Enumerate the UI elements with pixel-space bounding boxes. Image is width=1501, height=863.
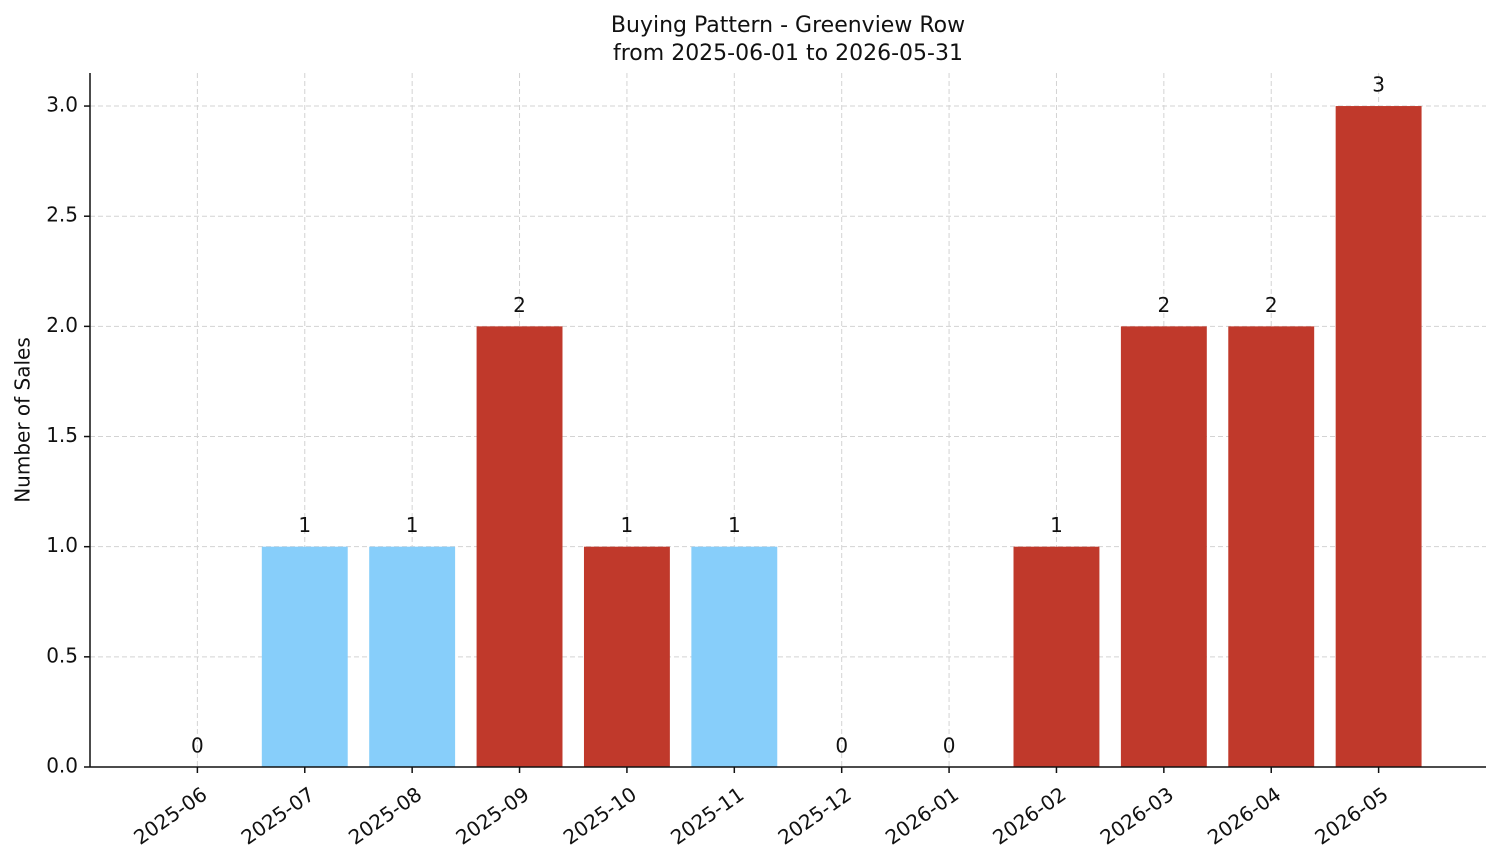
y-tick-label: 1.0 xyxy=(46,533,78,557)
chart-subtitle: from 2025-06-01 to 2026-05-31 xyxy=(613,41,963,66)
data-label: 3 xyxy=(1372,73,1385,97)
bar xyxy=(476,326,563,767)
bar xyxy=(1335,106,1422,768)
bar xyxy=(691,546,778,767)
bar xyxy=(369,546,456,767)
x-tick-label: 2026-02 xyxy=(988,782,1070,850)
data-label: 0 xyxy=(191,734,204,758)
y-tick-label: 2.5 xyxy=(46,203,78,227)
y-tick-label: 0.5 xyxy=(46,643,78,667)
bar xyxy=(1228,326,1315,767)
x-tick-label: 2025-09 xyxy=(451,782,533,850)
bar xyxy=(1120,326,1207,767)
y-axis-label: Number of Sales xyxy=(11,337,35,503)
bar xyxy=(1013,546,1100,767)
y-tick-label: 2.0 xyxy=(46,313,78,337)
bar xyxy=(261,546,348,767)
x-tick-label: 2026-01 xyxy=(881,782,963,850)
data-label: 1 xyxy=(728,513,741,537)
data-label: 0 xyxy=(943,734,956,758)
x-tick-label: 2025-08 xyxy=(344,782,426,850)
x-tick-label: 2025-07 xyxy=(237,782,319,850)
data-label: 0 xyxy=(835,734,848,758)
x-tick-label: 2025-11 xyxy=(666,782,748,850)
chart-title: Buying Pattern - Greenview Row xyxy=(611,13,965,38)
data-label: 1 xyxy=(621,513,634,537)
x-tick-label: 2025-06 xyxy=(129,782,211,850)
x-tick-label: 2026-05 xyxy=(1310,782,1392,850)
data-label: 1 xyxy=(1050,513,1063,537)
x-tick-label: 2025-12 xyxy=(773,782,855,850)
y-tick-label: 0.0 xyxy=(46,754,78,778)
data-label: 2 xyxy=(1157,293,1170,317)
data-label: 2 xyxy=(513,293,526,317)
x-tick-label: 2025-10 xyxy=(559,782,641,850)
data-label: 2 xyxy=(1265,293,1278,317)
data-label: 1 xyxy=(406,513,419,537)
x-tick-label: 2026-04 xyxy=(1203,782,1285,850)
bar xyxy=(583,546,670,767)
x-tick-label: 2026-03 xyxy=(1096,782,1178,850)
y-tick-label: 3.0 xyxy=(46,93,78,117)
data-label: 1 xyxy=(298,513,311,537)
y-tick-label: 1.5 xyxy=(46,423,78,447)
